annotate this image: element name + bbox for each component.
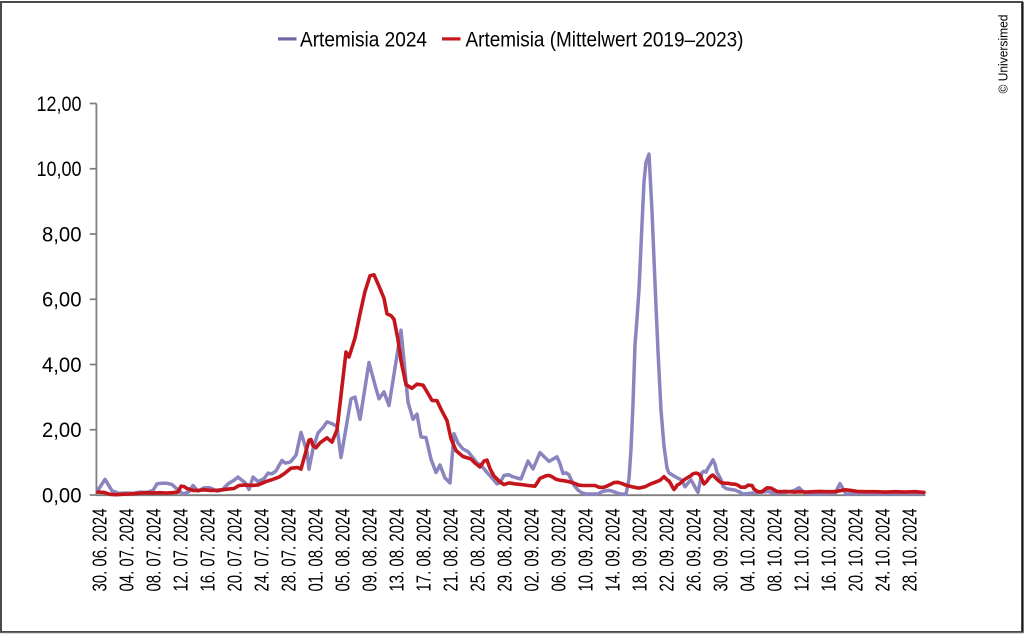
svg-text:18. 09. 2024: 18. 09. 2024 [628,509,651,592]
svg-text:20. 07. 2024: 20. 07. 2024 [223,509,246,592]
svg-text:28. 07. 2024: 28. 07. 2024 [277,509,300,592]
svg-text:2,00: 2,00 [42,419,82,442]
svg-text:30. 09. 2024: 30. 09. 2024 [709,509,732,592]
svg-text:17. 08. 2024: 17. 08. 2024 [412,509,435,592]
svg-text:06. 09. 2024: 06. 09. 2024 [547,509,570,592]
svg-text:04. 10. 2024: 04. 10. 2024 [736,509,759,592]
svg-text:05. 08. 2024: 05. 08. 2024 [331,509,354,592]
svg-text:Artemisia (Mittelwert 2019–202: Artemisia (Mittelwert 2019–2023) [466,28,744,51]
svg-text:29. 08. 2024: 29. 08. 2024 [493,509,516,592]
svg-text:24. 10. 2024: 24. 10. 2024 [871,509,894,592]
svg-text:08. 10. 2024: 08. 10. 2024 [763,509,786,592]
svg-text:09. 08. 2024: 09. 08. 2024 [358,509,381,592]
svg-text:6,00: 6,00 [42,289,82,312]
svg-text:04. 07. 2024: 04. 07. 2024 [115,509,138,592]
svg-text:8,00: 8,00 [42,223,82,246]
svg-text:13. 08. 2024: 13. 08. 2024 [385,509,408,592]
svg-text:08. 07. 2024: 08. 07. 2024 [142,509,165,592]
svg-text:12. 07. 2024: 12. 07. 2024 [169,509,192,592]
svg-text:01. 08. 2024: 01. 08. 2024 [304,509,327,592]
svg-text:Artemisia 2024: Artemisia 2024 [300,28,427,51]
svg-text:26. 09. 2024: 26. 09. 2024 [682,509,705,592]
svg-text:28. 10. 2024: 28. 10. 2024 [898,509,921,592]
svg-text:30. 06. 2024: 30. 06. 2024 [88,509,111,592]
svg-text:16. 10. 2024: 16. 10. 2024 [817,509,840,592]
svg-text:12. 10. 2024: 12. 10. 2024 [790,509,813,592]
svg-text:10,00: 10,00 [37,158,82,181]
svg-text:24. 07. 2024: 24. 07. 2024 [250,509,273,592]
svg-text:10. 09. 2024: 10. 09. 2024 [574,509,597,592]
svg-text:22. 09. 2024: 22. 09. 2024 [655,509,678,592]
svg-text:© Universimed: © Universimed [997,14,1011,93]
svg-text:25. 08. 2024: 25. 08. 2024 [466,509,489,592]
svg-text:14. 09. 2024: 14. 09. 2024 [601,509,624,592]
svg-text:02. 09. 2024: 02. 09. 2024 [520,509,543,592]
svg-text:0,00: 0,00 [42,484,82,507]
svg-text:21. 08. 2024: 21. 08. 2024 [439,509,462,592]
svg-text:16. 07. 2024: 16. 07. 2024 [196,509,219,592]
svg-text:4,00: 4,00 [42,354,82,377]
svg-text:12,00: 12,00 [37,93,82,116]
svg-text:20. 10. 2024: 20. 10. 2024 [844,509,867,592]
